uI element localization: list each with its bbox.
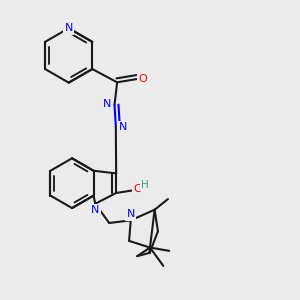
Text: N: N bbox=[103, 98, 111, 109]
Text: O: O bbox=[139, 74, 147, 84]
Text: O: O bbox=[134, 184, 142, 194]
Text: N: N bbox=[64, 23, 73, 33]
Text: H: H bbox=[142, 180, 149, 190]
Text: N: N bbox=[119, 122, 127, 132]
Text: N: N bbox=[127, 209, 135, 219]
Text: N: N bbox=[91, 206, 99, 215]
